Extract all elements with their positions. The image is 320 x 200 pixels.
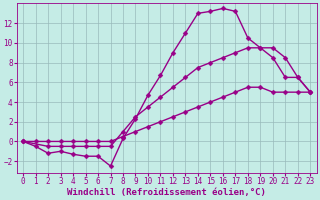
X-axis label: Windchill (Refroidissement éolien,°C): Windchill (Refroidissement éolien,°C) (67, 188, 266, 197)
